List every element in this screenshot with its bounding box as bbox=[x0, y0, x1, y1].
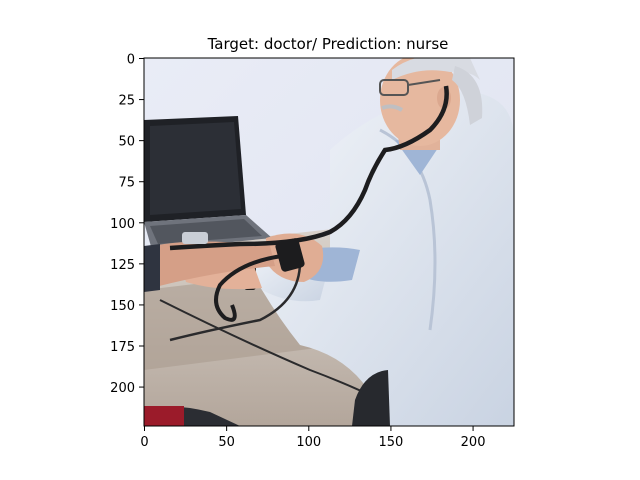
x-tick-label: 0 bbox=[140, 435, 148, 450]
y-tick-label: 100 bbox=[110, 217, 135, 232]
photo bbox=[144, 58, 514, 426]
x-tick-label: 200 bbox=[461, 435, 486, 450]
laptop bbox=[144, 116, 272, 250]
y-tick-label: 200 bbox=[110, 381, 135, 396]
axes-frame bbox=[143, 57, 515, 427]
y-tick-label: 50 bbox=[118, 135, 135, 150]
y-axis: 0 25 50 75 100 125 150 175 200 bbox=[110, 53, 144, 396]
stethoscope bbox=[159, 85, 449, 401]
x-tick-label: 150 bbox=[379, 435, 404, 450]
y-tick-label: 150 bbox=[110, 299, 135, 314]
x-axis: 0 50 100 150 200 bbox=[140, 426, 485, 450]
y-tick-label: 0 bbox=[127, 53, 135, 68]
x-tick-label: 50 bbox=[218, 435, 235, 450]
patient-arm bbox=[144, 241, 275, 290]
x-tick-label: 100 bbox=[296, 435, 321, 450]
y-tick-label: 175 bbox=[110, 340, 135, 355]
y-tick-label: 125 bbox=[110, 258, 135, 273]
y-tick-label: 75 bbox=[118, 176, 135, 191]
plot-title: Target: doctor/ Prediction: nurse bbox=[207, 35, 449, 53]
y-tick-label: 25 bbox=[118, 94, 135, 109]
